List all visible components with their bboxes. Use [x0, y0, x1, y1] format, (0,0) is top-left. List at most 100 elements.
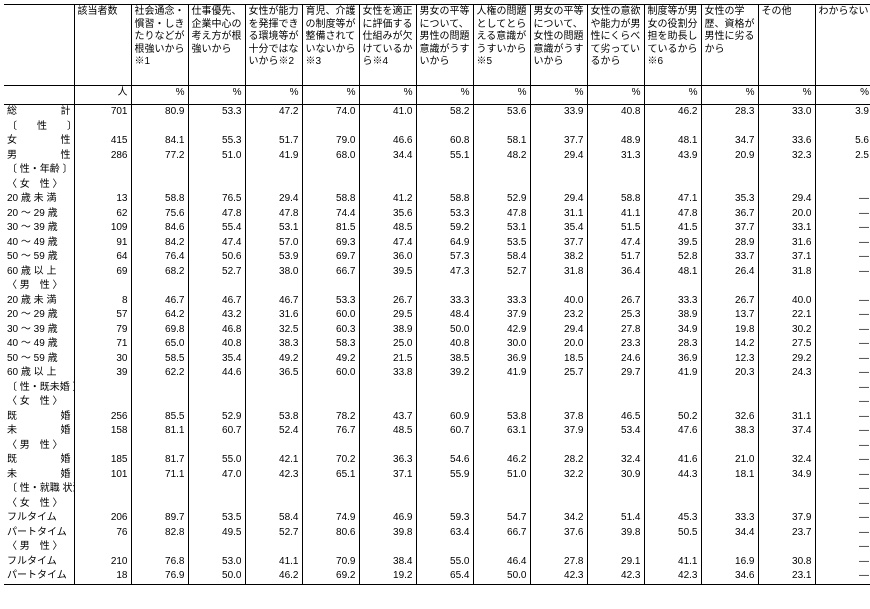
cell: [188, 482, 245, 497]
cell: —: [815, 366, 870, 381]
cell: [302, 439, 359, 454]
cell: [473, 439, 530, 454]
cell: [359, 163, 416, 178]
cell: 52.7: [245, 526, 302, 541]
cell: —: [815, 337, 870, 352]
cell: 58.2: [416, 105, 473, 120]
cell: 23.1: [758, 569, 815, 584]
cell: 41.9: [644, 366, 701, 381]
cell: 42.9: [473, 323, 530, 338]
row-label: 50 ～ 59 歳: [4, 352, 74, 367]
cell: 24.6: [587, 352, 644, 367]
cell: 53.8: [245, 410, 302, 425]
cell: 68.0: [302, 149, 359, 164]
cell: 28.9: [701, 236, 758, 251]
cell: 34.9: [758, 468, 815, 483]
unit-10: %: [587, 86, 644, 105]
cell: 36.9: [644, 352, 701, 367]
cell: 55.3: [188, 134, 245, 149]
table-row: 未婚15881.160.752.476.748.560.763.137.953.…: [4, 424, 870, 439]
table-row: 30 ～ 39 歳10984.655.453.181.548.559.253.1…: [4, 221, 870, 236]
cell: 37.6: [530, 526, 587, 541]
cell: 43.7: [359, 410, 416, 425]
cell: 76.4: [131, 250, 188, 265]
cell: 37.9: [758, 511, 815, 526]
cell: 20.0: [758, 207, 815, 222]
cell: 89.7: [131, 511, 188, 526]
cell: 45.3: [644, 511, 701, 526]
cell: 77.2: [131, 149, 188, 164]
cell: [644, 439, 701, 454]
col-header-4: 女性が能力を発揮できる環境等が十分ではないから※2: [245, 5, 302, 86]
cell: 185: [74, 453, 131, 468]
cell: 38.9: [644, 308, 701, 323]
cell: 27.8: [530, 555, 587, 570]
col-header-13: その他: [758, 5, 815, 86]
cell: [245, 540, 302, 555]
cell: 50.0: [473, 569, 530, 584]
cell: 48.1: [644, 265, 701, 280]
cell: 81.5: [302, 221, 359, 236]
cell: 52.4: [245, 424, 302, 439]
cell: 49.2: [245, 352, 302, 367]
cell: 33.7: [701, 250, 758, 265]
cell: [359, 120, 416, 135]
cell: [188, 279, 245, 294]
cell: [644, 540, 701, 555]
cell: —: [815, 526, 870, 541]
cell: 52.7: [473, 265, 530, 280]
cell: 31.8: [530, 265, 587, 280]
cell: 41.1: [587, 207, 644, 222]
cell: 47.8: [245, 207, 302, 222]
cell: 59.2: [416, 221, 473, 236]
cell: [587, 439, 644, 454]
row-label: 既婚: [4, 453, 74, 468]
cell: —: [815, 468, 870, 483]
cell: 8: [74, 294, 131, 309]
cell: 18: [74, 569, 131, 584]
cell: 76.5: [188, 192, 245, 207]
cell: [530, 279, 587, 294]
table-row: 20 ～ 29 歳6275.647.847.874.435.653.347.83…: [4, 207, 870, 222]
cell: 50.2: [644, 410, 701, 425]
unit-12: %: [701, 86, 758, 105]
cell: 26.7: [359, 294, 416, 309]
row-label: 未婚: [4, 424, 74, 439]
cell: [416, 540, 473, 555]
cell: 46.9: [359, 511, 416, 526]
cell: [530, 163, 587, 178]
cell: —: [815, 265, 870, 280]
cell: [530, 439, 587, 454]
cell: 31.1: [530, 207, 587, 222]
cell: 46.8: [188, 323, 245, 338]
cell: —: [815, 207, 870, 222]
cell: [74, 178, 131, 193]
cell: [701, 120, 758, 135]
cell: [587, 381, 644, 396]
table-row: パートタイム7682.849.552.780.639.863.466.737.6…: [4, 526, 870, 541]
cell: 38.5: [416, 352, 473, 367]
cell: [359, 395, 416, 410]
cell: [758, 178, 815, 193]
table-body: 総計70180.953.347.274.041.058.253.633.940.…: [4, 105, 870, 585]
cell: 29.1: [587, 555, 644, 570]
cell: 158: [74, 424, 131, 439]
cell: 65.0: [131, 337, 188, 352]
cell: 58.3: [302, 337, 359, 352]
cell: 68.2: [131, 265, 188, 280]
cell: 30.2: [758, 323, 815, 338]
cell: 39: [74, 366, 131, 381]
cell: [302, 540, 359, 555]
cell: 41.9: [245, 149, 302, 164]
cell: [587, 163, 644, 178]
col-header-8: 人権の問題としてとらえる意識がうすいから※5: [473, 5, 530, 86]
cell: 21.0: [701, 453, 758, 468]
unit-1: 人: [74, 86, 131, 105]
table-row: 50 ～ 59 歳3058.535.449.249.221.538.536.91…: [4, 352, 870, 367]
cell: [188, 540, 245, 555]
cell: 21.5: [359, 352, 416, 367]
cell: [416, 178, 473, 193]
cell: [302, 381, 359, 396]
row-label: 〔 性・年齢 〕: [4, 163, 74, 178]
cell: [302, 178, 359, 193]
